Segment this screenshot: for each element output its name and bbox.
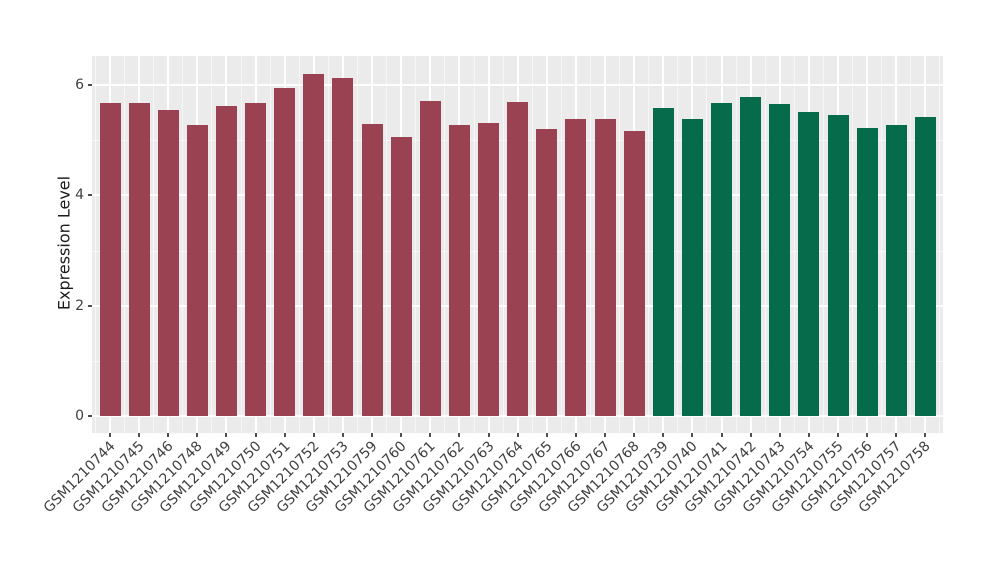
y-tick-mark (88, 194, 92, 197)
x-tick-mark (749, 433, 752, 437)
bar-GSM1210742 (740, 96, 762, 416)
bar-GSM1210768 (623, 130, 645, 416)
bar-GSM1210739 (652, 108, 674, 416)
bar-GSM1210740 (681, 118, 703, 416)
gridline-vertical-minor (473, 56, 475, 433)
bar-GSM1210749 (215, 105, 237, 416)
bar-GSM1210757 (885, 124, 907, 416)
gridline-vertical-minor (852, 56, 854, 433)
x-tick-mark (196, 433, 199, 437)
gridline-vertical-minor (881, 56, 883, 433)
gridline-vertical-minor (357, 56, 359, 433)
x-tick-mark (895, 433, 898, 437)
gridline-vertical-minor (298, 56, 300, 433)
bar-GSM1210764 (507, 102, 529, 416)
bar-GSM1210765 (536, 129, 558, 416)
bar-GSM1210743 (769, 103, 791, 416)
x-tick-mark (487, 433, 490, 437)
gridline-vertical-minor (153, 56, 155, 433)
y-tick-label: 2 (75, 297, 84, 314)
gridline-vertical-minor (94, 56, 96, 433)
bar-GSM1210758 (914, 117, 936, 416)
bar-GSM1210748 (186, 124, 208, 416)
bar-GSM1210744 (99, 102, 121, 416)
gridline-vertical-minor (560, 56, 562, 433)
gridline-vertical-minor (648, 56, 650, 433)
bar-GSM1210760 (390, 137, 412, 416)
y-tick-mark (88, 84, 92, 87)
y-tick-mark (88, 415, 92, 417)
x-tick-mark (924, 433, 927, 437)
x-tick-mark (138, 433, 141, 437)
gridline-vertical-minor (706, 56, 708, 433)
bar-GSM1210752 (303, 74, 325, 416)
bar-GSM1210761 (419, 101, 441, 416)
x-tick-mark (341, 433, 344, 437)
gridline-vertical-minor (735, 56, 737, 433)
x-tick-mark (167, 433, 170, 437)
gridline-vertical-minor (182, 56, 184, 433)
x-tick-mark (720, 433, 723, 437)
gridline-vertical-minor (589, 56, 591, 433)
x-tick-mark (574, 433, 577, 437)
bar-GSM1210753 (332, 77, 354, 416)
x-tick-mark (691, 433, 694, 437)
y-tick-label: 4 (75, 187, 84, 204)
bar-GSM1210751 (274, 87, 296, 416)
bar-GSM1210756 (856, 128, 878, 416)
gridline-vertical-minor (793, 56, 795, 433)
gridline-vertical-minor (531, 56, 533, 433)
bar-GSM1210746 (157, 110, 179, 416)
x-tick-mark (109, 433, 111, 437)
plot-panel (92, 56, 943, 433)
x-tick-mark (778, 433, 781, 437)
gridline-vertical-minor (211, 56, 213, 433)
y-tick-mark (88, 304, 92, 307)
x-tick-mark (604, 433, 607, 437)
x-tick-mark (458, 433, 461, 437)
gridline-vertical-minor (124, 56, 126, 433)
y-tick-label: 0 (75, 408, 84, 424)
x-tick-mark (807, 433, 810, 437)
x-tick-mark (400, 433, 403, 437)
gridline-vertical-minor (764, 56, 766, 433)
bar-GSM1210750 (245, 102, 267, 416)
gridline-vertical-minor (386, 56, 388, 433)
bar-GSM1210759 (361, 123, 383, 416)
gridline-vertical-minor (822, 56, 824, 433)
x-tick-mark (545, 433, 548, 437)
x-tick-mark (866, 433, 869, 437)
gridline-vertical-minor (240, 56, 242, 433)
bar-GSM1210766 (565, 119, 587, 416)
x-tick-mark (312, 433, 315, 437)
x-tick-mark (254, 433, 257, 437)
bar-GSM1210762 (448, 125, 470, 416)
bar-GSM1210741 (711, 102, 733, 416)
bar-GSM1210754 (798, 112, 820, 416)
x-tick-mark (633, 433, 636, 437)
x-tick-mark (429, 433, 432, 437)
gridline-vertical-minor (269, 56, 271, 433)
bar-GSM1210745 (128, 102, 150, 416)
gridline-vertical-minor (677, 56, 679, 433)
x-tick-mark (837, 433, 839, 437)
bar-GSM1210763 (478, 123, 500, 416)
gridline-vertical-minor (910, 56, 912, 433)
bar-GSM1210755 (827, 115, 849, 416)
x-tick-mark (516, 433, 519, 437)
x-tick-mark (225, 433, 228, 437)
x-tick-mark (283, 433, 286, 437)
gridline-vertical-minor (619, 56, 621, 433)
gridline-vertical-minor (327, 56, 329, 433)
x-tick-mark (371, 433, 374, 437)
gridline-vertical-minor (444, 56, 446, 433)
gridline-vertical-minor (502, 56, 504, 433)
x-tick-mark (662, 433, 665, 437)
bar-GSM1210767 (594, 118, 616, 416)
y-tick-label: 6 (75, 77, 84, 94)
gridline-vertical-minor (415, 56, 417, 433)
gridline-vertical-minor (939, 56, 941, 433)
